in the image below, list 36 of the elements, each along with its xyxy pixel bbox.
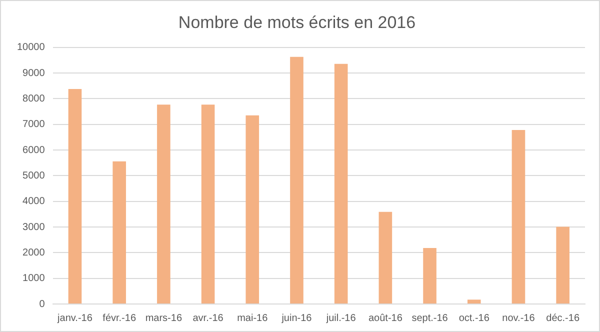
x-tick-label: mars-16	[145, 312, 182, 324]
x-tick-label: déc.-16	[546, 312, 580, 324]
x-tick-label: nov.-16	[502, 312, 536, 324]
x-tick-label: févr.-16	[102, 312, 136, 324]
y-tick-label: 10000	[16, 42, 46, 54]
x-tick-label: juin-16	[280, 312, 312, 324]
bar	[246, 115, 260, 304]
bar	[112, 161, 126, 304]
x-tick-label: août-16	[368, 312, 403, 324]
bar	[290, 56, 304, 304]
y-tick-label: 8000	[22, 93, 46, 104]
y-tick-label: 5000	[22, 170, 46, 182]
chart-title: Nombre de mots écrits en 2016	[178, 12, 416, 32]
y-tick-label: 7000	[22, 119, 46, 130]
bar	[68, 88, 82, 304]
bar	[157, 104, 170, 304]
y-tick-label: 6000	[22, 144, 46, 156]
y-tick-label: 3000	[22, 222, 46, 233]
x-tick-label: sept.-16	[412, 312, 448, 324]
bar	[201, 104, 215, 304]
x-tick-label: mai-16	[237, 312, 268, 324]
y-tick-label: 0	[39, 298, 46, 310]
bar	[378, 212, 392, 304]
bar	[512, 130, 526, 304]
y-tick-label: 9000	[22, 68, 46, 79]
x-tick-label: juil.-16	[325, 312, 356, 324]
y-tick-label: 1000	[22, 273, 46, 284]
x-tick-label: avr.-16	[192, 312, 224, 324]
bar	[556, 226, 570, 304]
x-tick-label: oct.-16	[458, 312, 490, 324]
x-tick-label: janv.-16	[56, 312, 93, 324]
bar	[334, 64, 348, 304]
y-tick-label: 2000	[22, 247, 46, 258]
bar	[467, 300, 481, 304]
bar	[423, 248, 436, 304]
y-tick-label: 4000	[22, 196, 46, 208]
